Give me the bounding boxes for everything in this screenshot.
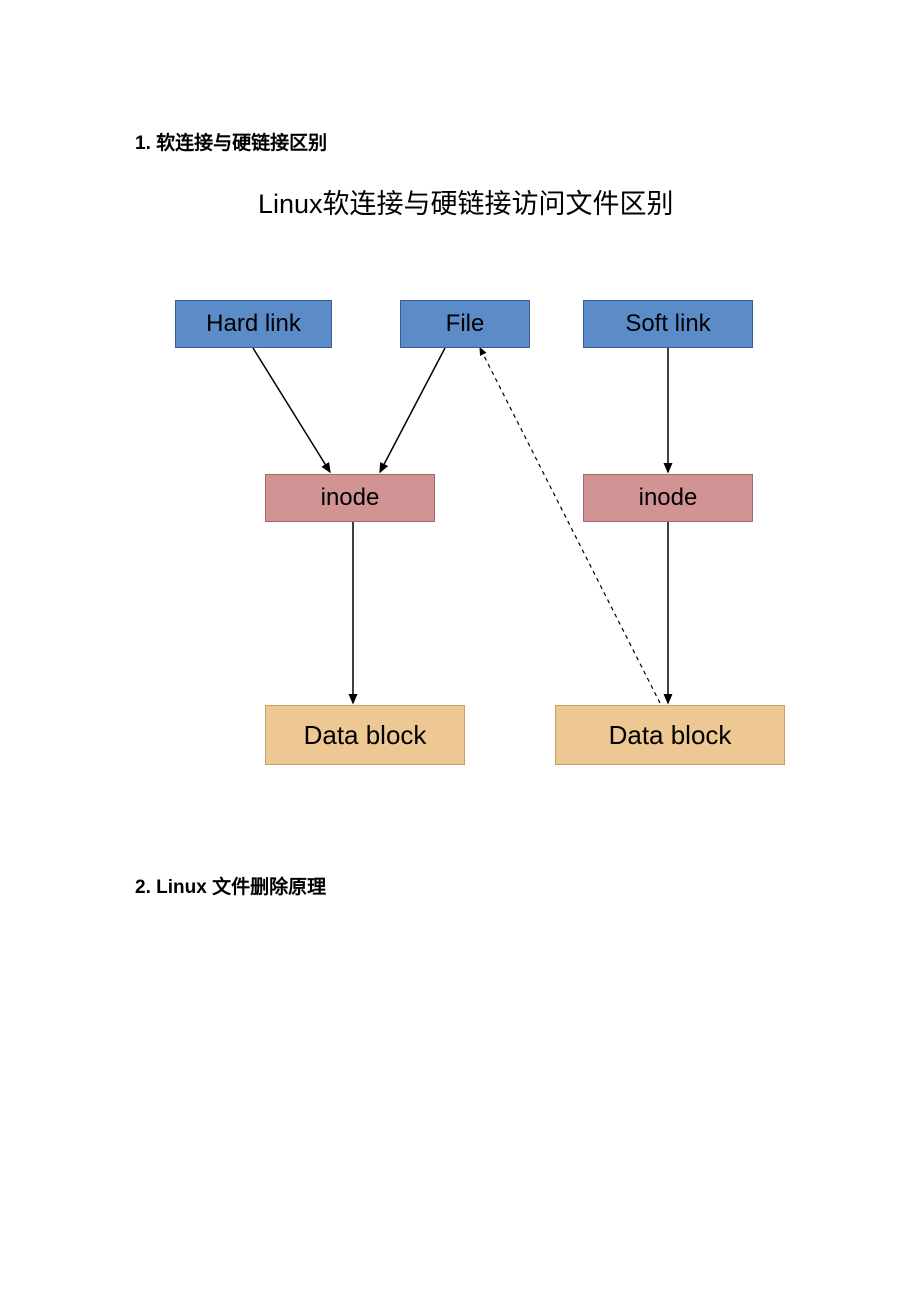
node-inode1: inode [265, 474, 435, 522]
node-datablock1: Data block [265, 705, 465, 765]
node-label-hardlink: Hard link [206, 310, 301, 338]
node-datablock2: Data block [555, 705, 785, 765]
node-label-datablock2: Data block [609, 720, 732, 751]
node-file: File [400, 300, 530, 348]
link-diagram: Hard link File Soft link inode inode Data blo… [135, 175, 820, 795]
heading-2: 2. Linux 文件删除原理 [135, 872, 326, 899]
edge-0 [253, 348, 330, 472]
node-softlink: Soft link [583, 300, 753, 348]
heading-1-text: 1. 软连接与硬链接区别 [135, 133, 327, 154]
node-label-datablock1: Data block [304, 720, 427, 751]
node-inode2: inode [583, 474, 753, 522]
node-label-inode1: inode [321, 484, 380, 512]
node-hardlink: Hard link [175, 300, 332, 348]
heading-2-text: 2. Linux 文件删除原理 [135, 877, 326, 898]
edge-1 [380, 348, 445, 472]
node-label-file: File [446, 310, 485, 338]
node-label-softlink: Soft link [625, 310, 710, 338]
heading-1: 1. 软连接与硬链接区别 [135, 128, 327, 155]
node-label-inode2: inode [639, 484, 698, 512]
edge-5 [480, 348, 660, 703]
